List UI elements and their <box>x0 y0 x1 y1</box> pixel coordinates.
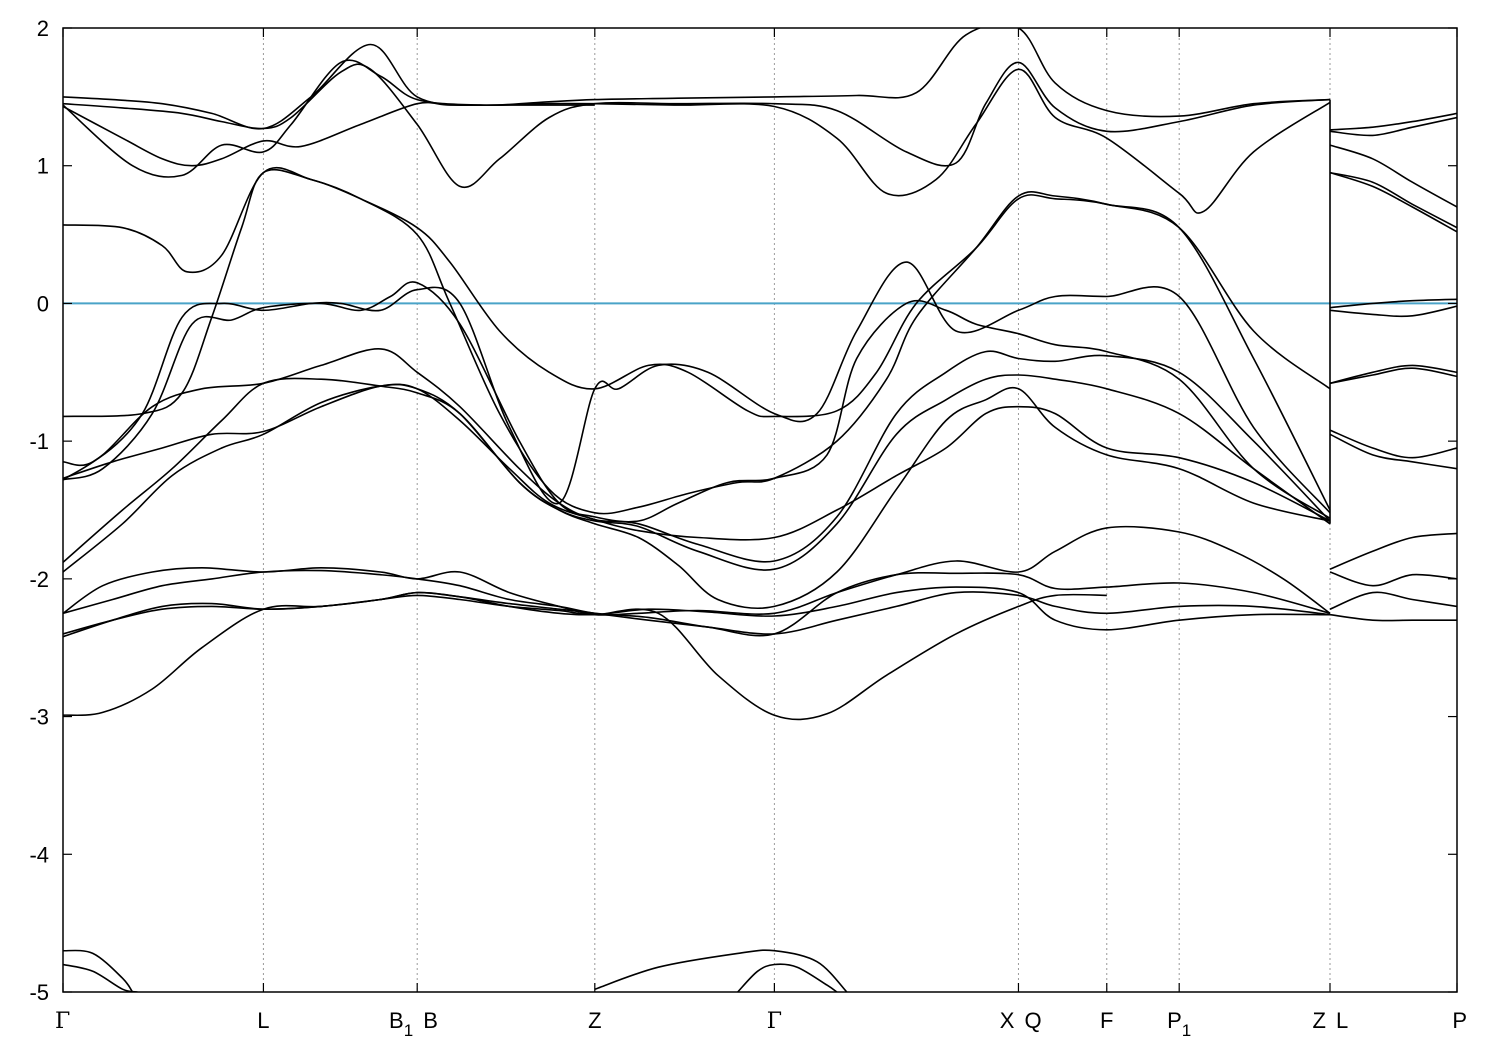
x-tick-label: F <box>1100 1008 1113 1033</box>
x-tick-label: P <box>1452 1008 1467 1033</box>
x-tick-label: B1 <box>389 1008 413 1040</box>
x-tick-label: Q <box>1024 1008 1041 1033</box>
band-line-21 <box>737 963 838 992</box>
band-line-8 <box>63 281 1331 523</box>
plot-frame <box>62 27 1458 993</box>
band-line-7 <box>63 261 1331 514</box>
x-tick-label: L <box>1336 1008 1348 1033</box>
band-line-6 <box>63 168 1331 515</box>
y-tick-label: 0 <box>37 291 49 316</box>
x-tick-label-subscript: 1 <box>1182 1021 1191 1040</box>
band-lines <box>63 28 1457 992</box>
x-tick-label-main: L <box>257 1008 269 1033</box>
band-line-31 <box>1329 429 1457 459</box>
y-tick-label: 1 <box>37 154 49 179</box>
x-tick-label-main: Q <box>1024 1008 1041 1033</box>
kpoint-gridlines <box>262 28 1331 992</box>
x-tick-label-main: F <box>1100 1008 1113 1033</box>
band-line-11 <box>63 377 1331 610</box>
y-tick-label: -3 <box>29 705 49 730</box>
band-line-12 <box>63 383 1331 573</box>
band-line-36 <box>1329 613 1457 622</box>
band-line-18 <box>63 949 134 992</box>
x-tick-label: Z <box>1313 1008 1326 1033</box>
band-line-26 <box>1329 171 1457 233</box>
axes <box>62 27 1458 993</box>
x-tick-label: Γ <box>55 1009 70 1034</box>
x-tick-label-main: P <box>1167 1008 1182 1033</box>
x-tick-label-main: Γ <box>767 1009 782 1034</box>
band-line-27 <box>1329 298 1457 309</box>
band-line-20 <box>594 949 848 992</box>
band-line-33 <box>1329 532 1457 570</box>
y-tick-label: -4 <box>29 842 49 867</box>
band-line-17 <box>63 591 1107 721</box>
band-line-4 <box>63 101 595 167</box>
x-tick-label-main: L <box>1336 1008 1348 1033</box>
band-line-30 <box>1329 367 1457 385</box>
y-tick-label: -2 <box>29 567 49 592</box>
band-line-32 <box>1329 433 1457 470</box>
band-line-22 <box>1329 112 1457 131</box>
band-line-10 <box>63 374 1331 571</box>
y-tick-label: -5 <box>29 980 49 1005</box>
tick-labels: 210-1-2-3-4-5Γ L B1 B Z Γ X Q F P1 Z L P <box>29 16 1467 1040</box>
x-tick-label: Γ <box>767 1009 782 1034</box>
band-line-34 <box>1329 571 1457 587</box>
band-line-29 <box>1329 364 1457 385</box>
x-tick-label: P1 <box>1167 1008 1191 1040</box>
x-tick-label-main: Z <box>1313 1008 1326 1033</box>
x-tick-label: B <box>423 1008 438 1033</box>
band-line-2 <box>63 61 1331 189</box>
x-tick-label-main: B <box>389 1008 404 1033</box>
x-tick-label-main: B <box>423 1008 438 1033</box>
x-tick-label: L <box>257 1008 269 1033</box>
x-tick-label: X <box>1000 1008 1015 1033</box>
x-tick-label-main: Z <box>588 1008 601 1033</box>
band-line-23 <box>1329 116 1457 137</box>
band-line-24 <box>1329 144 1457 208</box>
x-tick-label-main: P <box>1452 1008 1467 1033</box>
y-tick-label: -1 <box>29 429 49 454</box>
y-tick-label: 2 <box>37 16 49 41</box>
band-line-28 <box>1329 305 1457 318</box>
band-line-14 <box>63 569 1331 637</box>
band-line-3 <box>63 59 1331 214</box>
x-tick-label-main: Γ <box>55 1009 70 1034</box>
band-line-35 <box>1329 591 1457 610</box>
x-tick-label: Z <box>588 1008 601 1033</box>
x-tick-label-subscript: 1 <box>404 1021 413 1040</box>
x-tick-label-main: X <box>1000 1008 1015 1033</box>
band-line-25 <box>1329 171 1457 229</box>
